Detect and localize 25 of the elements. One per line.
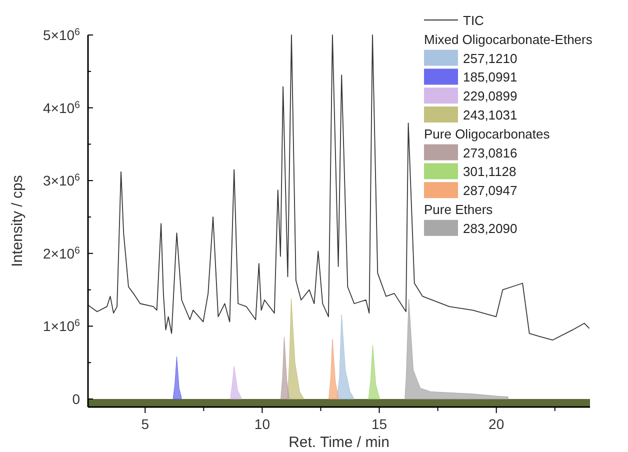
y-axis-title: Intensity / cps <box>9 175 26 267</box>
x-tick-label: 15 <box>371 416 388 432</box>
line-series <box>88 34 590 340</box>
legend-label: 229,0899 <box>463 88 518 104</box>
legend-label: 273,0816 <box>463 145 518 160</box>
x-tick-label: 20 <box>488 416 504 432</box>
legend-label: 283,2090 <box>463 220 518 236</box>
y-tick-label: 5×10$^{6}$ <box>43 26 81 43</box>
y-tick-label: 1×10$^{6}$ <box>43 318 81 334</box>
annotation: Mixed Oligocarbonate-Ethers <box>424 32 593 47</box>
y-tick-label: 3×10$^{6}$ <box>43 172 81 189</box>
legend-label: 243,1031 <box>463 108 518 122</box>
legend-label: 257,1210 <box>463 50 518 66</box>
y-tick-label: 0 <box>72 390 80 407</box>
y-tick-label: 2×10$^{6}$ <box>43 244 81 262</box>
annotation: Pure Oligocarbonates <box>424 126 550 142</box>
x-tick-label: 10 <box>254 416 270 432</box>
legend-label: TIC <box>463 13 484 28</box>
y-tick-label: 4×10$^{6}$ <box>43 99 81 116</box>
annotation: Pure Ethers <box>424 202 494 217</box>
legend-label: 185,0991 <box>463 70 518 85</box>
x-axis-title: Ret. Time / min <box>288 434 390 451</box>
legend-label: 287,0947 <box>463 183 518 198</box>
legend-label: 301,1128 <box>463 164 516 180</box>
x-tick-label: 5 <box>141 416 150 432</box>
